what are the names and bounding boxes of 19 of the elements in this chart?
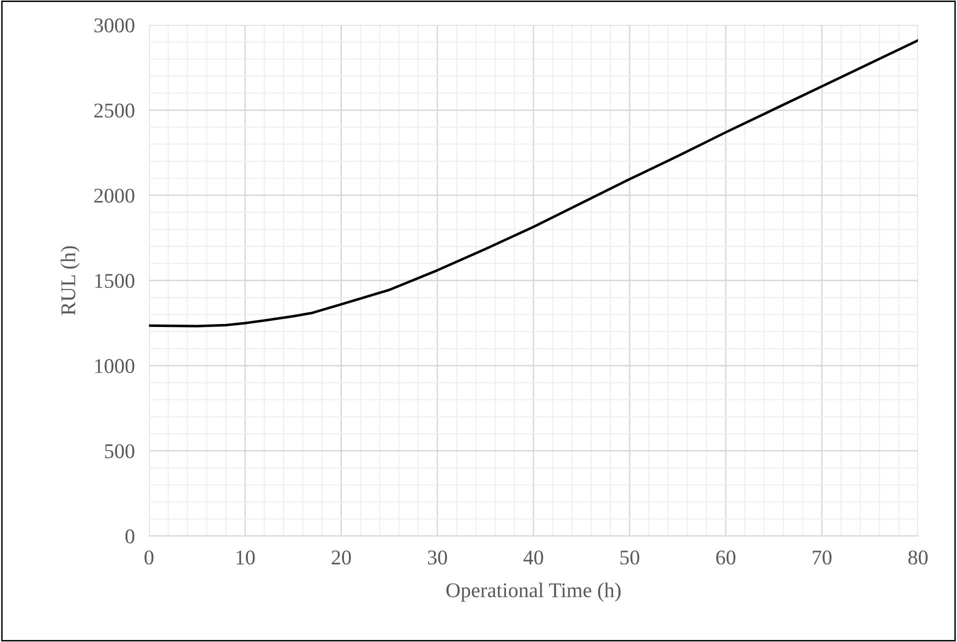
y-tick-label: 3000 [94,18,134,32]
x-axis-title: Operational Time (h) [446,582,621,602]
x-tick-label: 60 [716,550,736,565]
y-tick-label: 1000 [95,359,134,374]
x-tick-label: 70 [812,550,832,565]
x-tick-label: 30 [428,550,447,565]
y-tick-label: 500 [105,444,134,458]
x-tick-label: 10 [236,550,255,565]
y-axis-title: RUL (h) [60,246,80,316]
x-tick-label: 40 [523,550,544,565]
line-series [149,39,918,328]
y-tick-label: 2000 [94,188,134,203]
x-tick-label: 0 [144,550,154,565]
x-tick-label: 20 [332,550,351,565]
x-tick-label: 80 [908,550,928,565]
y-tick-label: 2500 [94,104,134,118]
x-tick-label: 50 [620,550,640,565]
y-tick-label: 1500 [95,274,134,288]
y-tick-label: 0 [125,529,134,544]
